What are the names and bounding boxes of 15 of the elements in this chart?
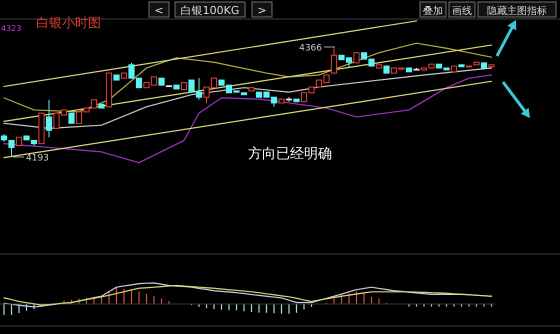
text: 隐藏主图指标 — [487, 5, 547, 17]
annotation: 4366 — [299, 44, 322, 54]
candlestick — [68, 112, 75, 124]
candlestick — [330, 46, 338, 74]
annotation: 方向已经明确 — [248, 146, 332, 162]
text: < — [154, 4, 164, 17]
annotation: 4193 — [26, 154, 49, 164]
text: > — [257, 4, 267, 17]
text: 白银100KG — [180, 4, 240, 17]
text: 叠加 — [423, 5, 443, 17]
text: 4323 — [1, 24, 22, 33]
text: 画线 — [452, 5, 472, 17]
candlestick — [46, 99, 52, 138]
candlestick — [353, 52, 360, 64]
chart-title: 白银小时图 — [36, 16, 101, 31]
